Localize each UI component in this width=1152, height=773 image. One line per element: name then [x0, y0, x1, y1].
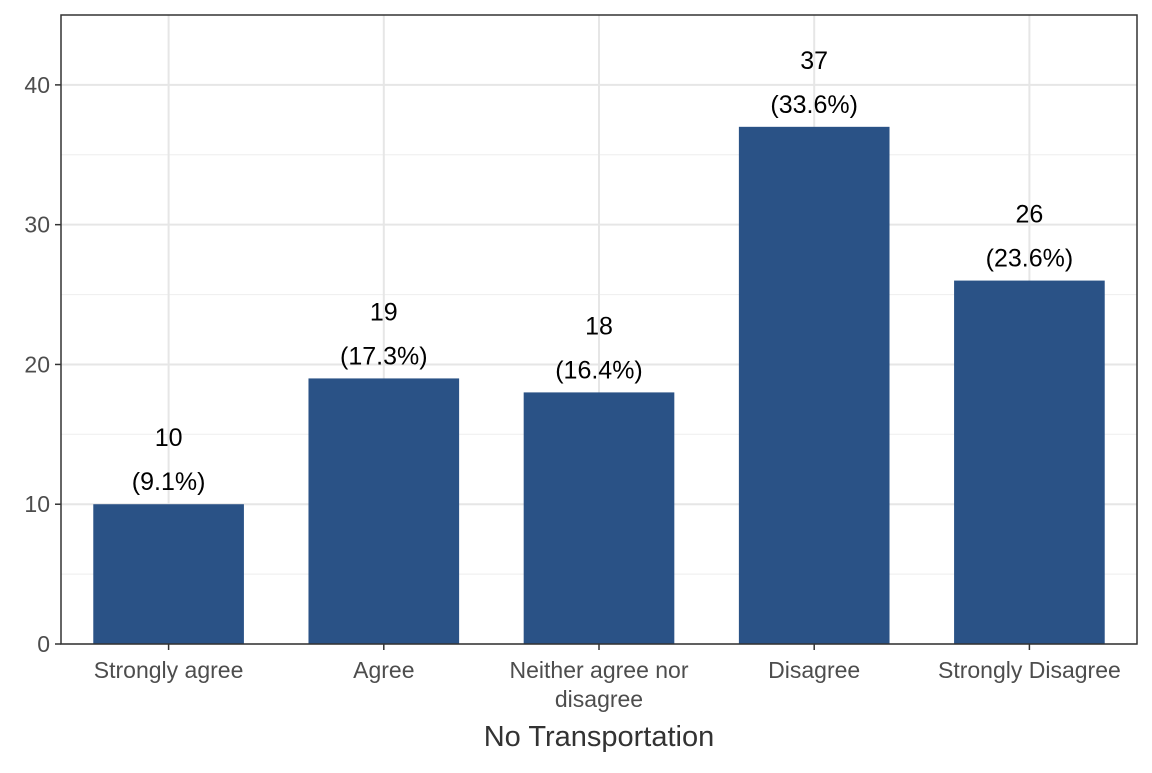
- bar: [93, 504, 244, 644]
- bar: [308, 378, 460, 644]
- data-label-percent: (17.3%): [340, 342, 428, 370]
- bars-layer: [93, 126, 1105, 645]
- y-tick-label: 40: [24, 72, 50, 98]
- data-label-count: 10: [155, 424, 183, 452]
- x-tick-label: Neither agree nor: [510, 657, 689, 683]
- y-tick-label: 10: [24, 491, 50, 517]
- y-tick-label: 30: [24, 212, 50, 238]
- data-label-percent: (16.4%): [555, 356, 643, 384]
- x-axis-title: No Transportation: [484, 721, 715, 753]
- y-tick-label: 0: [37, 631, 50, 657]
- data-labels-layer: 10 (9.1%) 19 (17.3%) 18 (16.4%) 37 (33.6%) 26 (23…: [132, 47, 1073, 496]
- x-tick-label: disagree: [555, 686, 643, 712]
- x-tick-label: Agree: [353, 657, 414, 683]
- y-axis: 0 10 20 30 40: [24, 72, 61, 657]
- data-label-percent: (33.6%): [770, 91, 858, 119]
- bar: [954, 280, 1105, 644]
- bar: [523, 392, 675, 644]
- data-label-percent: (9.1%): [132, 468, 206, 496]
- data-label-percent: (23.6%): [986, 245, 1074, 273]
- data-label-count: 18: [585, 312, 613, 340]
- data-label-count: 19: [370, 298, 398, 326]
- data-label-count: 26: [1015, 201, 1043, 229]
- y-tick-label: 20: [24, 351, 50, 377]
- bar: [738, 126, 890, 645]
- x-tick-label: Strongly agree: [94, 657, 244, 683]
- x-tick-label: Strongly Disagree: [938, 657, 1121, 683]
- x-tick-label: Disagree: [768, 657, 860, 683]
- x-axis: Strongly agree Agree Neither agree nor disa…: [94, 644, 1121, 712]
- data-label-count: 37: [800, 47, 828, 75]
